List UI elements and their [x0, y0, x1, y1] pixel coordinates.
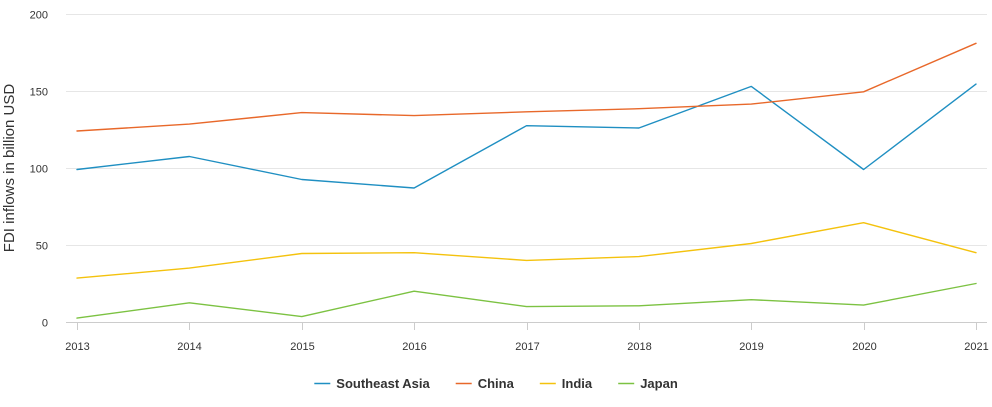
legend-item-southeast-asia[interactable]: Southeast Asia: [314, 376, 431, 391]
x-tick-label: 2014: [177, 341, 201, 353]
series-line-japan: [76, 282, 977, 319]
y-tick-label: 200: [30, 10, 48, 22]
series-line-china: [76, 42, 977, 132]
legend-item-japan[interactable]: Japan: [618, 376, 678, 391]
x-tick-label: 2015: [290, 341, 314, 353]
x-tick-label: 2013: [65, 341, 89, 353]
legend-item-china[interactable]: China: [455, 376, 515, 391]
legend-item-india[interactable]: India: [539, 376, 593, 391]
series-line-india: [76, 221, 977, 279]
legend-label: Japan: [640, 376, 678, 391]
x-tick-label: 2018: [627, 341, 651, 353]
y-tick-label: 0: [42, 318, 48, 330]
x-tick-label: 2019: [739, 341, 763, 353]
x-tick-label: 2020: [852, 341, 876, 353]
x-tick-label: 2017: [515, 341, 539, 353]
x-tick-label: 2016: [402, 341, 426, 353]
series-line-southeast-asia: [76, 83, 977, 189]
legend-label: Southeast Asia: [336, 376, 430, 391]
gridlines: [66, 14, 987, 246]
series-lines: [76, 42, 977, 319]
legend[interactable]: Southeast Asia China India Japan: [314, 376, 678, 391]
y-axis-title: FDI inflows in billion USD: [1, 84, 18, 253]
legend-label: China: [478, 376, 515, 391]
y-tick-label: 100: [30, 164, 48, 176]
y-tick-label: 50: [36, 241, 48, 253]
axes: 0 50 100 150 200 2013 2014 2015 2016 2017 2018 2019…: [30, 10, 989, 354]
x-tick-label: 2021: [964, 341, 988, 353]
legend-label: India: [562, 376, 593, 391]
y-tick-label: 150: [30, 87, 48, 99]
